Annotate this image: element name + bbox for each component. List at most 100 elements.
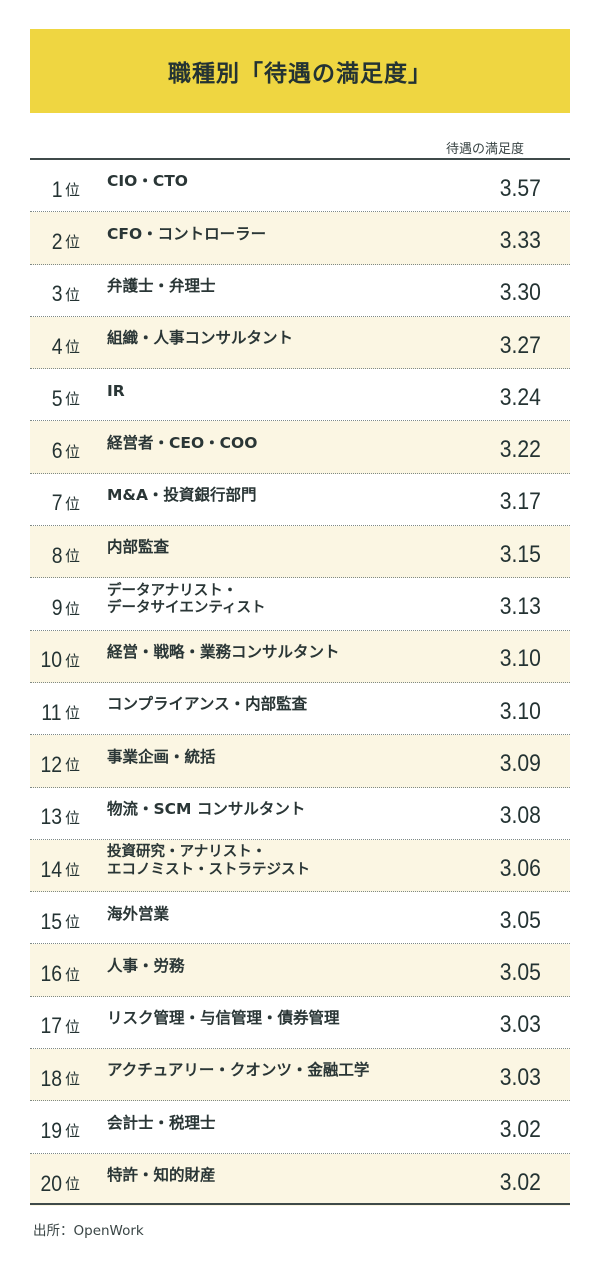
rank-suffix: 位 <box>64 913 80 932</box>
score-cell: 3.15 <box>450 526 590 577</box>
score-value: 3.27 <box>499 331 541 359</box>
score-cell: 3.05 <box>450 944 590 995</box>
score-value: 3.24 <box>499 383 541 411</box>
job-title: 人事・労務 <box>107 956 185 975</box>
job-title: 会計士・税理士 <box>107 1113 216 1132</box>
job-title: アクチュアリー・クオンツ・金融工学 <box>107 1061 370 1080</box>
job-title: M&A・投資銀行部門 <box>107 486 257 505</box>
table-row: 3 位弁護士・弁理士 3.30 <box>30 265 570 317</box>
rank-suffix: 位 <box>64 181 80 200</box>
rank-suffix: 位 <box>64 599 80 618</box>
table-row: 11 位コンプライアンス・内部監査 3.10 <box>30 683 570 736</box>
job-title: 事業企画・統括 <box>107 747 216 766</box>
table-row: 19 位会計士・税理士 3.02 <box>30 1101 570 1154</box>
rank-suffix: 位 <box>64 1175 80 1194</box>
rank-number: 18 <box>39 1065 62 1091</box>
source-note: 出所：OpenWork <box>33 1223 144 1239</box>
score-value: 3.17 <box>499 488 541 516</box>
rank-suffix: 位 <box>64 965 80 984</box>
score-value: 3.30 <box>499 279 541 307</box>
rank-number: 3 <box>51 281 63 307</box>
table-row: 7 位 M&A・投資銀行部門 3.17 <box>30 474 570 527</box>
job-title: 弁護士・弁理士 <box>107 276 216 295</box>
score-value: 3.02 <box>499 1168 541 1196</box>
table-row: 13 位物流・SCM コンサルタント 3.08 <box>30 788 570 840</box>
score-cell: 3.02 <box>450 1154 590 1206</box>
table-row: 15 位海外営業 3.05 <box>30 892 570 945</box>
rank-number: 7 <box>51 490 63 516</box>
score-cell: 3.10 <box>450 631 590 682</box>
table-row: 4 位組織・人事コンサルタント 3.27 <box>30 316 570 370</box>
score-value: 3.08 <box>499 802 541 830</box>
rank-number: 16 <box>39 961 62 987</box>
rank-cell: 12 位 <box>30 735 100 786</box>
rank-suffix: 位 <box>64 285 80 304</box>
rank-cell: 20 位 <box>30 1154 100 1206</box>
rank-suffix: 位 <box>64 651 80 670</box>
rank-suffix: 位 <box>64 390 80 409</box>
table-row: 9 位データアナリスト・ データサイエンティスト 3.13 <box>30 578 570 631</box>
score-value: 3.57 <box>499 174 541 202</box>
score-cell: 3.08 <box>450 788 590 839</box>
rank-suffix: 位 <box>64 494 80 513</box>
table-row: 14 位投資研究・アナリスト・ エコノミスト・ストラテジスト 3.06 <box>30 839 570 893</box>
rank-number: 5 <box>51 385 63 411</box>
job-title: データアナリスト・ データサイエンティスト <box>107 582 266 617</box>
score-cell: 3.22 <box>450 421 590 472</box>
title-banner: 職種別「待遇の満足度」 <box>30 29 570 113</box>
rank-cell: 11 位 <box>30 683 100 734</box>
job-title: CFO・コントローラー <box>107 224 267 243</box>
table-row: 12 位事業企画・統括 3.09 <box>30 735 570 788</box>
bottom-rule <box>30 1203 570 1205</box>
job-title: 内部監査 <box>107 538 170 557</box>
rank-suffix: 位 <box>64 1122 80 1141</box>
rank-cell: 15 位 <box>30 892 100 943</box>
table-row: 2 位 CFO・コントローラー 3.33 <box>30 212 570 265</box>
rank-number: 2 <box>51 228 63 254</box>
score-cell: 3.09 <box>450 735 590 786</box>
rank-cell: 13 位 <box>30 788 100 839</box>
rank-cell: 19 位 <box>30 1101 100 1152</box>
table-row: 6 位経営者・CEO・COO 3.22 <box>30 421 570 474</box>
rank-suffix: 位 <box>64 442 80 461</box>
table-row: 10 位経営・戦略・業務コンサルタント 3.10 <box>30 630 570 683</box>
rank-number: 9 <box>51 595 63 621</box>
rank-number: 17 <box>39 1013 62 1039</box>
score-cell: 3.10 <box>450 683 590 734</box>
top-rule <box>30 158 570 160</box>
table-row: 1 位 CIO・CTO 3.57 <box>30 160 570 213</box>
rank-suffix: 位 <box>64 233 80 252</box>
rank-number: 11 <box>41 699 62 725</box>
rank-cell: 16 位 <box>30 944 100 995</box>
score-value: 3.09 <box>499 749 541 777</box>
score-cell: 3.03 <box>450 1049 590 1100</box>
rank-suffix: 位 <box>64 1070 80 1089</box>
job-title: 特許・知的財産 <box>107 1166 216 1185</box>
table-row: 5 位 IR 3.24 <box>30 369 570 422</box>
score-cell: 3.33 <box>450 212 590 263</box>
score-cell: 3.03 <box>450 997 590 1048</box>
score-cell: 3.05 <box>450 892 590 943</box>
rank-cell: 17 位 <box>30 997 100 1048</box>
score-cell: 3.57 <box>450 160 590 211</box>
rank-suffix: 位 <box>64 338 80 357</box>
rank-number: 15 <box>39 908 62 934</box>
rank-number: 20 <box>39 1170 62 1196</box>
table-row: 20 位特許・知的財産 3.02 <box>30 1153 570 1206</box>
table-row: 18 位 アクチュアリー・クオンツ・金融工学 3.03 <box>30 1049 570 1102</box>
table-row: 17 位リスク管理・与信管理・債券管理 3.03 <box>30 997 570 1050</box>
score-cell: 3.06 <box>450 840 590 891</box>
rank-suffix: 位 <box>64 704 80 723</box>
score-value: 3.03 <box>499 1063 541 1091</box>
score-value: 3.13 <box>499 593 541 621</box>
job-title: 経営者・CEO・COO <box>107 433 258 452</box>
score-cell: 3.24 <box>450 369 590 420</box>
score-cell: 3.13 <box>450 578 590 629</box>
rank-suffix: 位 <box>64 756 80 775</box>
